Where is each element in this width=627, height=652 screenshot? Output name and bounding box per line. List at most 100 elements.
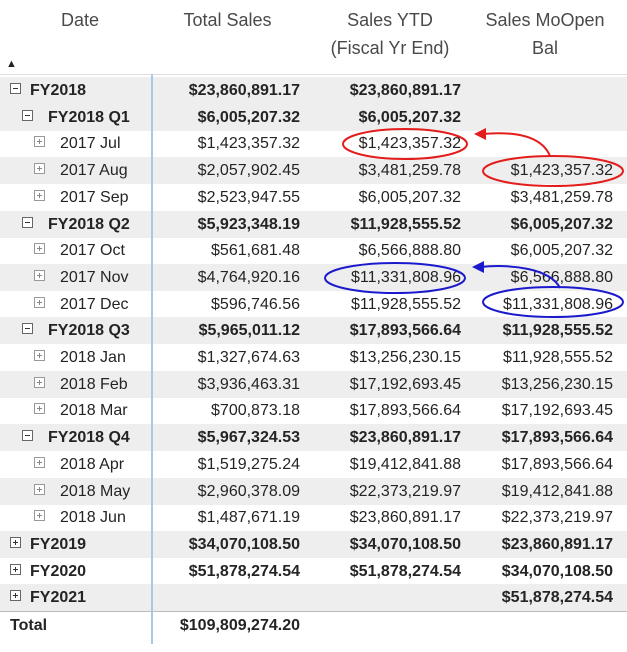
expand-icon[interactable] [10, 590, 21, 602]
table-row[interactable]: FY2018 Q3 $5,965,011.12 $17,893,566.64 $11,… [0, 317, 627, 345]
header-sales-ytd-line2: (Fiscal Yr End) [330, 38, 450, 58]
cell-sales-ytd: $23,860,891.17 [349, 429, 461, 447]
cell-sales-mo-open: $11,331,808.96 [502, 295, 613, 313]
cell-total-sales: $1,519,275.24 [197, 455, 300, 473]
row-label: FY2021 [30, 589, 87, 607]
table-row[interactable]: 2017 Aug $2,057,902.45 $3,481,259.78 $1,423… [0, 157, 627, 185]
collapse-icon[interactable] [10, 83, 21, 94]
table-row[interactable]: 2017 Jul $1,423,357.32 $1,423,357.32 [0, 130, 627, 157]
cell-total-sales: $6,005,207.32 [197, 108, 300, 126]
row-label: 2018 Feb [60, 375, 128, 393]
row-label: 2017 Dec [60, 295, 129, 313]
table-row[interactable]: FY2021 $51,878,274.54 [0, 584, 627, 612]
cell-sales-ytd: $17,893,566.64 [349, 402, 461, 420]
cell-sales-mo-open: $51,878,274.54 [501, 589, 613, 607]
expand-icon[interactable] [34, 189, 45, 201]
cell-sales-mo-open: $17,893,566.64 [501, 455, 613, 473]
row-label: 2018 Mar [60, 402, 128, 420]
expand-icon[interactable] [34, 350, 45, 361]
cell-sales-mo-open: $34,070,108.50 [501, 562, 613, 580]
cell-total-sales: $1,423,357.32 [197, 135, 300, 153]
table-row[interactable]: 2017 Oct $561,681.48 $6,566,888.80 $6,005,2… [0, 237, 627, 264]
expand-icon[interactable] [10, 536, 21, 548]
cell-total-sales: $2,960,378.09 [197, 482, 300, 500]
cell-sales-ytd: $1,423,357.32 [358, 135, 461, 153]
table-row[interactable]: 2018 Mar $700,873.18 $17,893,566.64 $17,192… [0, 397, 627, 424]
table-row[interactable]: FY2018 Q2 $5,923,348.19 $11,928,555.52 $6,0… [0, 210, 627, 238]
table-row[interactable]: FY2019 $34,070,108.50 $34,070,108.50 $23,86… [0, 530, 627, 558]
cell-sales-mo-open: $6,005,207.32 [510, 242, 613, 260]
expand-icon[interactable] [34, 403, 45, 415]
expand-icon[interactable] [34, 296, 45, 308]
cell-sales-ytd: $13,256,230.15 [349, 349, 461, 366]
collapse-icon[interactable] [22, 323, 33, 335]
cell-sales-mo-open: $17,192,693.45 [501, 402, 613, 420]
collapse-icon[interactable] [22, 430, 33, 442]
cell-sales-ytd: $23,860,891.17 [349, 82, 461, 99]
row-label: 2017 Aug [60, 162, 128, 180]
row-label: FY2018 Q3 [48, 322, 130, 340]
cell-total-sales: $3,936,463.31 [197, 375, 300, 393]
cell-total-sales: $5,923,348.19 [197, 215, 300, 233]
expand-icon[interactable] [34, 483, 45, 495]
header-date[interactable]: Date [60, 10, 100, 30]
expand-icon[interactable] [34, 510, 45, 522]
cell-total-sales: $34,070,108.50 [188, 535, 300, 553]
header-sales-ytd[interactable]: Sales YTD (Fiscal Yr End) [316, 6, 464, 62]
row-label: FY2019 [30, 535, 87, 553]
expand-icon[interactable] [34, 163, 45, 175]
cell-total-sales: $51,878,274.54 [188, 562, 300, 580]
row-label: 2018 Jun [60, 509, 126, 527]
cell-sales-ytd: $22,373,219.97 [349, 482, 461, 500]
table-row[interactable]: 2018 May $2,960,378.09 $22,373,219.97 $19,4… [0, 477, 627, 505]
row-label: 2018 May [60, 482, 131, 500]
row-label: Total [10, 617, 48, 634]
expand-icon[interactable] [34, 376, 45, 388]
table-row[interactable]: 2018 Apr $1,519,275.24 $19,412,841.88 $17,8… [0, 451, 627, 478]
expand-icon[interactable] [34, 456, 45, 468]
header-total-sales[interactable]: Total Sales [183, 10, 272, 30]
header-sales-mo-open-line1: Sales MoOpen [485, 10, 605, 30]
row-label: 2018 Apr [60, 455, 125, 473]
cell-total-sales: $2,057,902.45 [197, 162, 300, 180]
table-row[interactable]: 2018 Jun $1,487,671.19 $23,860,891.17 $22,3… [0, 504, 627, 531]
header-sales-mo-open[interactable]: Sales MoOpen Bal [470, 6, 620, 62]
cell-sales-ytd: $19,412,841.88 [349, 455, 461, 473]
cell-total-sales: $1,327,674.63 [197, 349, 300, 366]
cell-sales-ytd: $3,481,259.78 [358, 162, 461, 180]
cell-sales-mo-open: $3,481,259.78 [510, 188, 613, 206]
collapse-icon[interactable] [22, 216, 33, 228]
cell-sales-ytd: $6,005,207.32 [358, 188, 461, 206]
table-row[interactable]: 2017 Sep $2,523,947.55 $6,005,207.32 $3,481… [0, 184, 627, 211]
row-label: 2018 Jan [60, 349, 126, 366]
cell-sales-mo-open: $23,860,891.17 [501, 535, 613, 553]
expand-icon[interactable] [34, 269, 45, 281]
table-row[interactable]: FY2018 $23,860,891.17 $23,860,891.17 [0, 77, 627, 104]
row-label: FY2018 Q4 [48, 429, 130, 447]
table-row[interactable]: 2018 Feb $3,936,463.31 $17,192,693.45 $13,2… [0, 370, 627, 398]
red-circle-mo-aug [482, 155, 624, 187]
cell-sales-mo-open: $11,928,555.52 [502, 322, 613, 340]
sort-ascending-icon[interactable]: ▲ [6, 58, 17, 70]
red-arrow [481, 132, 551, 157]
table-row[interactable]: 2018 Jan $1,327,674.63 $13,256,230.15 $11,9… [0, 344, 627, 371]
table-row[interactable]: FY2020 $51,878,274.54 $51,878,274.54 $34,07… [0, 558, 627, 585]
cell-total-sales: $4,764,920.16 [197, 268, 300, 286]
collapse-icon[interactable] [22, 109, 33, 121]
cell-total-sales: $2,523,947.55 [197, 188, 300, 206]
cell-sales-ytd: $51,878,274.54 [349, 562, 461, 580]
cell-total-sales: $5,967,324.53 [197, 429, 300, 447]
expand-icon[interactable] [10, 563, 21, 575]
row-label: 2017 Jul [60, 135, 121, 153]
row-label: 2017 Oct [60, 242, 125, 260]
cell-sales-ytd: $17,893,566.64 [349, 322, 461, 340]
table-row[interactable]: 2017 Dec $596,746.56 $11,928,555.52 $11,331… [0, 291, 627, 318]
table-row[interactable]: FY2018 Q1 $6,005,207.32 $6,005,207.32 [0, 103, 627, 131]
expand-icon[interactable] [34, 136, 45, 148]
total-row[interactable]: Total $109,809,274.20 [0, 611, 627, 639]
cell-total-sales: $596,746.56 [211, 295, 300, 313]
expand-icon[interactable] [34, 243, 45, 255]
table-row[interactable]: FY2018 Q4 $5,967,324.53 $23,860,891.17 $17,… [0, 424, 627, 452]
